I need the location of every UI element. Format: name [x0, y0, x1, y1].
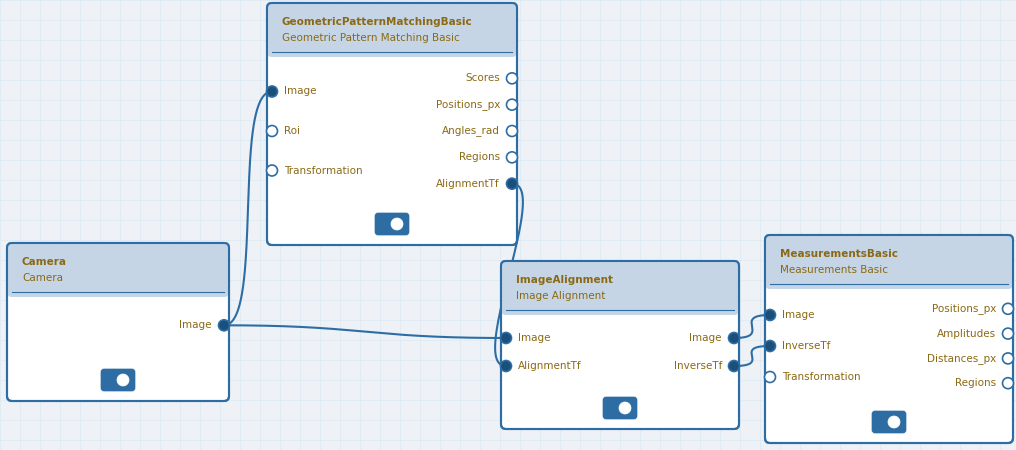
- Text: AlignmentTf: AlignmentTf: [437, 179, 500, 189]
- Circle shape: [507, 73, 517, 84]
- Circle shape: [764, 310, 775, 320]
- Circle shape: [507, 178, 517, 189]
- Bar: [272, 44, 512, 52]
- Bar: [12, 284, 224, 292]
- Text: Angles_rad: Angles_rad: [442, 126, 500, 136]
- Text: MeasurementsBasic: MeasurementsBasic: [780, 249, 898, 259]
- Text: Transformation: Transformation: [782, 372, 861, 382]
- Text: Scores: Scores: [465, 73, 500, 83]
- Text: AlignmentTf: AlignmentTf: [518, 361, 581, 371]
- Circle shape: [764, 372, 775, 382]
- FancyBboxPatch shape: [501, 261, 739, 429]
- Text: Image: Image: [690, 333, 722, 343]
- Text: Image Alignment: Image Alignment: [516, 291, 606, 301]
- Circle shape: [266, 126, 277, 136]
- FancyBboxPatch shape: [765, 235, 1013, 443]
- Text: Roi: Roi: [284, 126, 300, 136]
- Circle shape: [764, 341, 775, 351]
- Circle shape: [501, 360, 511, 372]
- Text: Regions: Regions: [459, 153, 500, 162]
- Circle shape: [1003, 303, 1014, 314]
- Text: Positions_px: Positions_px: [436, 99, 500, 110]
- Circle shape: [1003, 353, 1014, 364]
- FancyBboxPatch shape: [101, 369, 135, 391]
- Text: Distances_px: Distances_px: [927, 353, 996, 364]
- FancyBboxPatch shape: [267, 3, 517, 57]
- Text: Regions: Regions: [955, 378, 996, 388]
- Text: GeometricPatternMatchingBasic: GeometricPatternMatchingBasic: [282, 17, 472, 27]
- Text: Camera: Camera: [22, 273, 63, 283]
- Circle shape: [507, 126, 517, 136]
- FancyBboxPatch shape: [267, 3, 517, 245]
- FancyBboxPatch shape: [872, 411, 906, 433]
- Circle shape: [117, 374, 129, 386]
- Circle shape: [507, 99, 517, 110]
- Circle shape: [266, 86, 277, 97]
- Circle shape: [266, 165, 277, 176]
- Circle shape: [391, 218, 403, 230]
- Circle shape: [728, 333, 740, 343]
- Bar: [506, 302, 734, 310]
- Circle shape: [1003, 378, 1014, 389]
- Circle shape: [888, 416, 900, 428]
- FancyBboxPatch shape: [604, 397, 637, 419]
- Text: Image: Image: [180, 320, 212, 330]
- FancyBboxPatch shape: [765, 235, 1013, 289]
- Circle shape: [728, 360, 740, 372]
- Circle shape: [1003, 328, 1014, 339]
- Text: Amplitudes: Amplitudes: [937, 328, 996, 338]
- FancyBboxPatch shape: [7, 243, 229, 297]
- Circle shape: [218, 320, 230, 331]
- Text: Transformation: Transformation: [284, 166, 363, 176]
- FancyBboxPatch shape: [501, 261, 739, 315]
- Text: Measurements Basic: Measurements Basic: [780, 265, 888, 275]
- Text: Image: Image: [284, 86, 317, 96]
- Circle shape: [501, 333, 511, 343]
- Circle shape: [507, 152, 517, 163]
- Text: Geometric Pattern Matching Basic: Geometric Pattern Matching Basic: [282, 33, 460, 43]
- Text: Camera: Camera: [22, 257, 67, 267]
- Text: Positions_px: Positions_px: [932, 303, 996, 314]
- Text: ImageAlignment: ImageAlignment: [516, 275, 613, 285]
- Text: Image: Image: [518, 333, 551, 343]
- Circle shape: [619, 402, 631, 414]
- Text: InverseTf: InverseTf: [674, 361, 722, 371]
- FancyBboxPatch shape: [7, 243, 229, 401]
- FancyBboxPatch shape: [375, 213, 409, 235]
- Text: Image: Image: [782, 310, 815, 320]
- Text: InverseTf: InverseTf: [782, 341, 830, 351]
- Bar: [770, 276, 1008, 284]
